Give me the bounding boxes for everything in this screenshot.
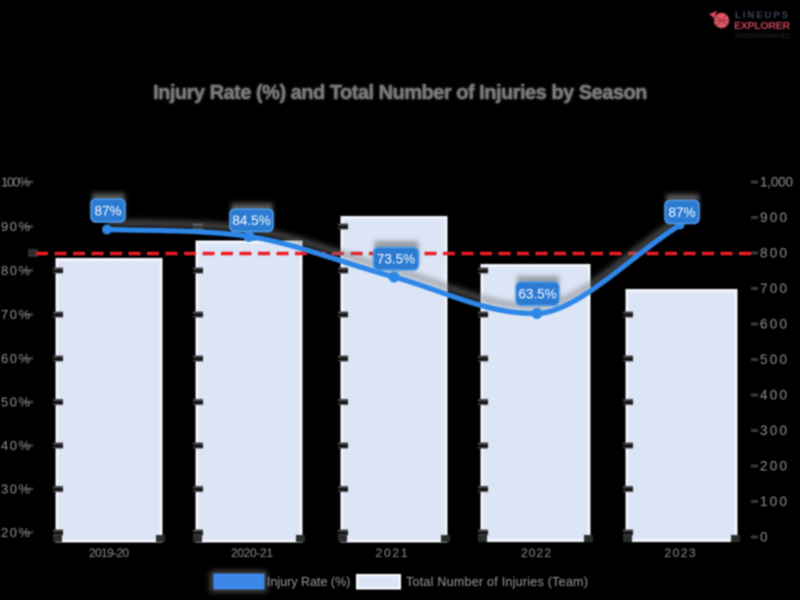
svg-text:2023: 2023 <box>665 546 696 560</box>
svg-text:100%: 100% <box>1 175 30 190</box>
svg-text:1,000: 1,000 <box>760 175 793 190</box>
svg-text:400: 400 <box>760 388 787 403</box>
svg-text:2019-20: 2019-20 <box>89 546 129 560</box>
svg-text:20%: 20% <box>1 525 30 540</box>
svg-text:87%: 87% <box>94 204 121 219</box>
svg-text:70%: 70% <box>1 307 30 322</box>
svg-text:800: 800 <box>760 246 787 261</box>
svg-text:700: 700 <box>760 281 787 296</box>
svg-text:2020-21: 2020-21 <box>231 546 273 560</box>
svg-text:2022: 2022 <box>521 546 551 560</box>
svg-text:100: 100 <box>760 494 787 509</box>
svg-text:EXPLORER: EXPLORER <box>734 20 790 32</box>
svg-text:73.5%: 73.5% <box>377 252 415 267</box>
svg-text:90%: 90% <box>1 219 30 234</box>
svg-text:300: 300 <box>760 423 787 438</box>
svg-text:Total Number of Injuries (Team: Total Number of Injuries (Team) <box>406 575 588 589</box>
svg-text:40%: 40% <box>1 438 30 453</box>
svg-text:Injury Rate (%) and Total Numb: Injury Rate (%) and Total Number of Inju… <box>153 82 647 104</box>
svg-text:500: 500 <box>760 352 787 367</box>
svg-text:87%: 87% <box>668 205 695 220</box>
svg-text:80%: 80% <box>1 263 30 278</box>
svg-text:SPORTS DATA ANALYTICS: SPORTS DATA ANALYTICS <box>734 33 792 40</box>
svg-text:LINEUPS: LINEUPS <box>735 10 788 21</box>
svg-text:0: 0 <box>760 530 768 545</box>
svg-text:2021: 2021 <box>376 546 408 560</box>
svg-text:30%: 30% <box>1 482 30 497</box>
svg-text:50%: 50% <box>1 395 30 410</box>
svg-text:84.5%: 84.5% <box>232 213 270 228</box>
svg-text:Injury Rate (%): Injury Rate (%) <box>267 575 350 589</box>
svg-text:60%: 60% <box>1 351 30 366</box>
svg-text:63.5%: 63.5% <box>518 287 556 302</box>
svg-text:900: 900 <box>760 210 787 225</box>
svg-text:200: 200 <box>760 459 787 474</box>
svg-text:600: 600 <box>760 317 787 332</box>
